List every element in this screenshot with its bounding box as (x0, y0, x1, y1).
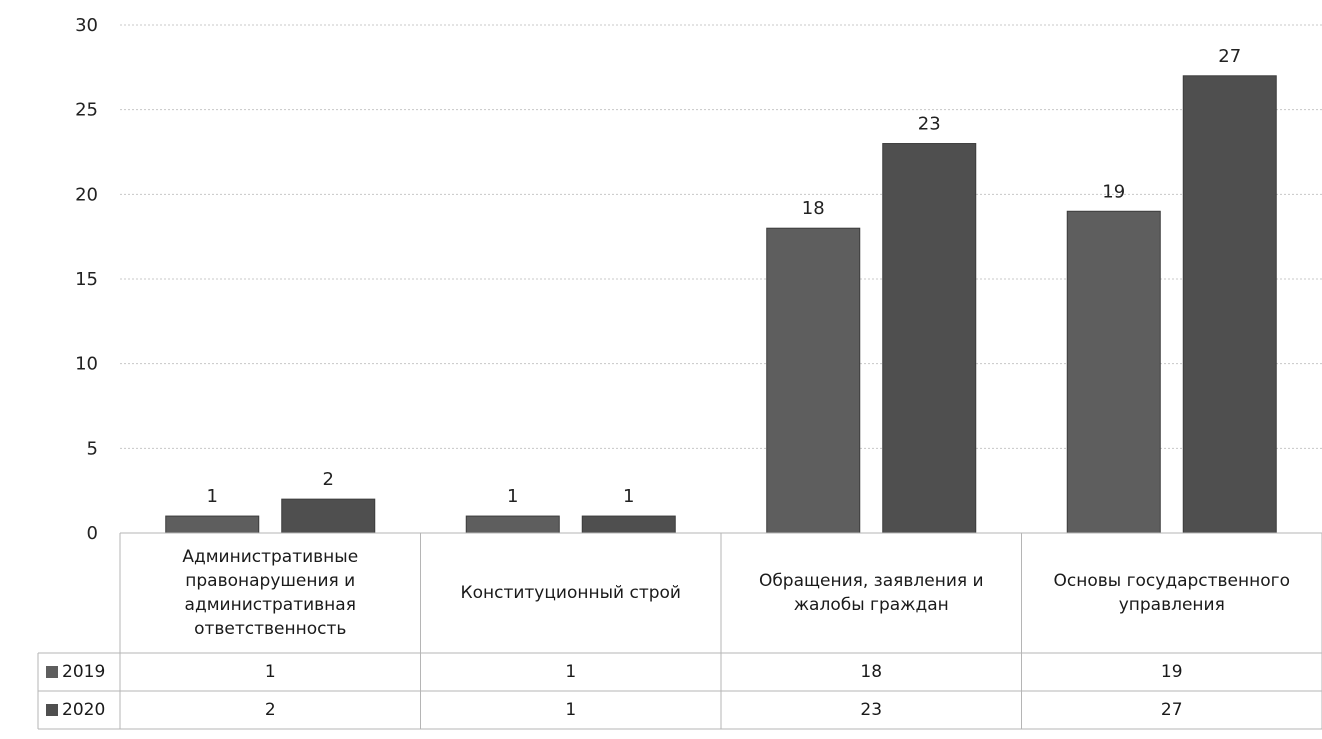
category-label: Обращения, заявления и жалобы граждан (758, 571, 984, 615)
bar-2020 (882, 143, 977, 534)
data-label-2019: 18 (802, 198, 825, 219)
data-label-2020: 23 (918, 114, 941, 135)
table-cell: 1 (565, 700, 577, 720)
legend-swatch (46, 704, 58, 716)
table-cell: 2 (264, 700, 276, 720)
bar-2020 (281, 498, 376, 534)
legend-item-2020: 2020 (46, 691, 105, 729)
category-label: Основы государственного управления (1053, 571, 1290, 615)
table-cell: 19 (1160, 662, 1183, 682)
bar-2020 (581, 515, 676, 534)
y-tick-label: 15 (75, 269, 98, 290)
data-label-2020: 2 (323, 469, 334, 490)
legend-swatch (46, 666, 58, 678)
bar-2019 (766, 227, 861, 534)
y-tick-label: 10 (75, 354, 98, 375)
data-label-2019: 1 (207, 486, 218, 507)
table-cell: 18 (860, 662, 883, 682)
data-label-2020: 27 (1218, 46, 1241, 67)
legend-label: 2020 (62, 700, 106, 720)
bar-2019 (165, 515, 260, 534)
y-tick-label: 25 (75, 100, 98, 121)
bar-2019 (1066, 210, 1161, 534)
category-label: Конституционный строй (460, 583, 681, 603)
bar-2020 (1182, 75, 1277, 534)
y-axis-ticks: 0 5 10 15 20 25 30 (75, 15, 98, 544)
legend-label: 2019 (62, 662, 106, 682)
table-cell: 1 (264, 662, 276, 682)
data-label-2020: 1 (623, 486, 634, 507)
table-cell: 27 (1160, 700, 1183, 720)
legend-item-2019: 2019 (46, 653, 105, 691)
data-label-2019: 1 (507, 486, 518, 507)
y-tick-label: 0 (87, 523, 98, 544)
data-table-lines (37, 532, 1322, 730)
y-tick-label: 20 (75, 184, 98, 205)
data-label-2019: 19 (1102, 181, 1125, 202)
table-cell: 23 (860, 700, 883, 720)
y-tick-label: 5 (87, 438, 98, 459)
y-tick-label: 30 (75, 15, 98, 36)
table-cell: 1 (565, 662, 577, 682)
bars (165, 75, 1277, 534)
bar-2019 (465, 515, 560, 534)
category-label: Административные правонарушения и админи… (182, 547, 359, 639)
